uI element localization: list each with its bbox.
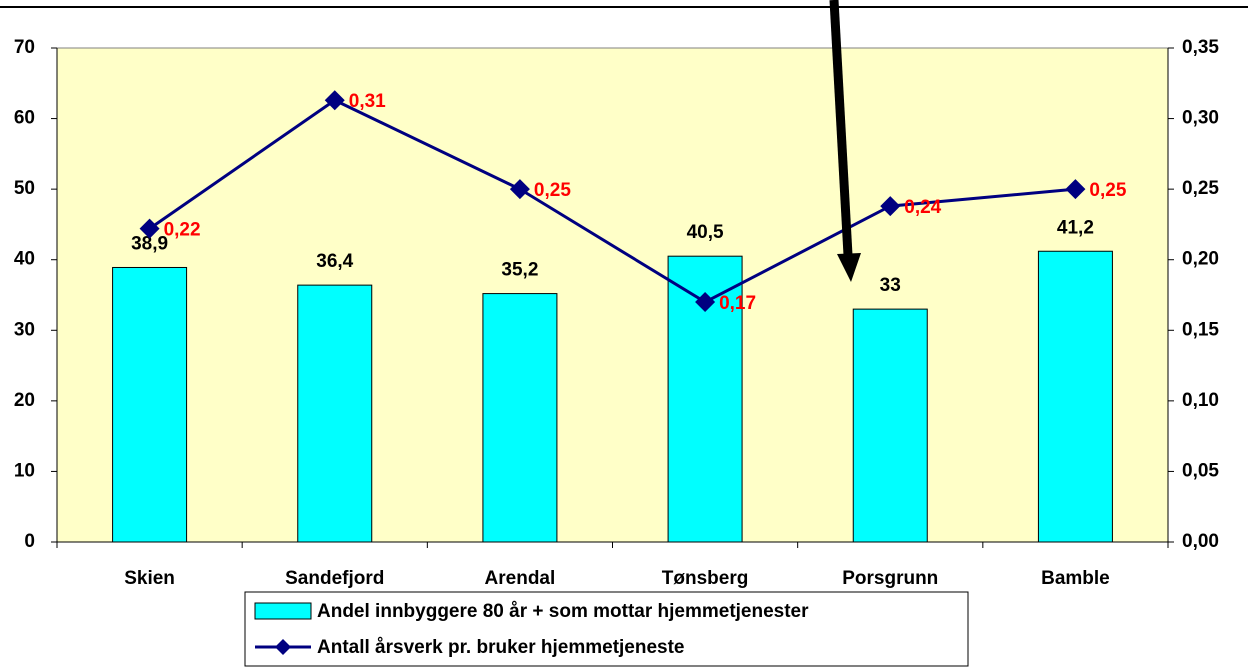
line-marker xyxy=(324,90,345,111)
bar-value-label: 36,4 xyxy=(316,251,353,272)
legend-label: Andel innbyggere 80 år + som mottar hjem… xyxy=(317,601,809,622)
y2-tick-label: 0,15 xyxy=(1182,319,1219,340)
y-tick-label: 20 xyxy=(14,390,35,411)
y2-tick-label: 0,30 xyxy=(1182,108,1219,129)
plot-area xyxy=(56,47,1169,543)
legend-box xyxy=(244,591,969,667)
x-tick-label: Sandefjord xyxy=(285,568,384,589)
y-tick-label: 30 xyxy=(14,319,35,340)
line-marker xyxy=(880,196,901,217)
bar-value-label: 40,5 xyxy=(687,222,724,243)
line-marker xyxy=(509,179,530,200)
bar-value-label: 33 xyxy=(880,275,901,296)
y-tick-label: 0 xyxy=(24,531,35,552)
line-value-label: 0,17 xyxy=(719,293,756,314)
bar xyxy=(482,293,558,543)
annotation-arrowhead xyxy=(837,253,861,282)
y-tick-label: 60 xyxy=(14,108,35,129)
legend-label: Antall årsverk pr. bruker hjemmetjeneste xyxy=(317,637,685,658)
y2-tick-label: 0,35 xyxy=(1182,37,1219,58)
line-value-label: 0,31 xyxy=(349,91,386,112)
bar-value-label: 38,9 xyxy=(131,233,168,254)
bar-value-label: 35,2 xyxy=(501,260,538,281)
y2-tick-label: 0,20 xyxy=(1182,249,1219,270)
line-marker xyxy=(1065,179,1086,200)
x-tick-label: Arendal xyxy=(485,568,556,589)
x-tick-label: Skien xyxy=(124,568,175,589)
bar xyxy=(1037,250,1113,543)
y-tick-label: 10 xyxy=(14,460,35,481)
annotation-arrow xyxy=(829,0,853,256)
line xyxy=(148,98,1076,304)
line-value-label: 0,24 xyxy=(904,197,941,218)
line-value-label: 0,22 xyxy=(164,220,201,241)
line-marker xyxy=(139,218,160,239)
x-tick-label: Bamble xyxy=(1041,568,1110,589)
bar xyxy=(112,266,188,543)
y2-tick-label: 0,00 xyxy=(1182,531,1219,552)
line-value-label: 0,25 xyxy=(534,180,571,201)
bar xyxy=(297,284,373,543)
y-tick-label: 70 xyxy=(14,37,35,58)
y-tick-label: 40 xyxy=(14,249,35,270)
line-marker xyxy=(695,292,716,313)
bar xyxy=(852,308,928,543)
y2-tick-label: 0,05 xyxy=(1182,460,1219,481)
y-tick-label: 50 xyxy=(14,178,35,199)
bar-value-label: 41,2 xyxy=(1057,217,1094,238)
x-tick-label: Tønsberg xyxy=(662,568,749,589)
legend-marker xyxy=(275,639,291,655)
x-tick-label: Porsgrunn xyxy=(842,568,938,589)
y2-tick-label: 0,25 xyxy=(1182,178,1219,199)
legend-swatch xyxy=(254,602,312,620)
y2-tick-label: 0,10 xyxy=(1182,390,1219,411)
line-value-label: 0,25 xyxy=(1089,180,1126,201)
